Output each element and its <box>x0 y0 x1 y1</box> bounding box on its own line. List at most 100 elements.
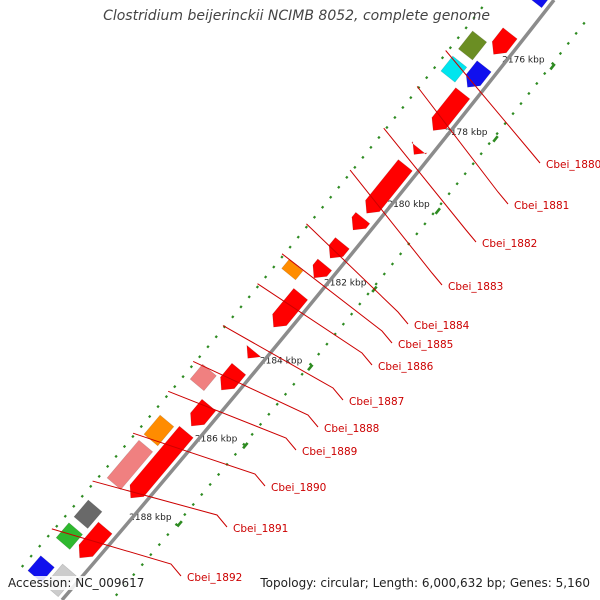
gene-arrow <box>351 211 371 231</box>
kbp-label: 2184 kbp <box>260 356 303 366</box>
track-tick <box>535 81 539 86</box>
track-tick <box>374 282 378 286</box>
track-tick <box>157 542 161 547</box>
gene-label-leaders <box>51 50 541 577</box>
gene-arrow <box>431 87 471 131</box>
track-tick <box>233 452 238 457</box>
track-tick <box>423 222 427 226</box>
gene-label: Cbei_1882 <box>482 238 537 250</box>
track-tick <box>242 442 246 446</box>
track-tick <box>317 352 321 356</box>
track-tick <box>106 464 110 469</box>
track-tick <box>455 182 459 186</box>
track-tick <box>255 285 260 289</box>
track-tick <box>247 295 251 299</box>
label-leader <box>383 127 477 243</box>
track-tick <box>292 382 296 386</box>
gene-label: Cbei_1885 <box>398 339 453 351</box>
gene-label: Cbei_1892 <box>187 572 242 584</box>
track-tick <box>566 41 570 46</box>
track-tick <box>312 215 317 219</box>
gene-arrow <box>189 363 217 392</box>
track-tick <box>122 444 127 449</box>
outer-dotted-track <box>114 21 586 597</box>
track-tick <box>174 522 178 527</box>
track-tick <box>440 56 445 60</box>
track-tick <box>401 105 405 110</box>
gene-arrow <box>365 159 413 214</box>
gene-label: Cbei_1890 <box>271 482 326 494</box>
track-tick <box>272 265 276 269</box>
track-tick <box>447 192 451 196</box>
track-tick <box>300 372 304 376</box>
track-tick <box>280 255 284 259</box>
track-tick <box>487 142 491 146</box>
accession-text: Accession: NC_009617 <box>6 576 147 590</box>
kbp-labels: 2176 kbp 2178 kbp 2180 kbp 2182 kbp 2184 kbp… <box>129 56 556 528</box>
track-tick <box>156 404 160 409</box>
track-tick <box>511 111 515 116</box>
track-tick <box>358 302 362 306</box>
track-tick <box>173 385 177 389</box>
track-tick <box>198 355 202 359</box>
track-tick <box>415 232 419 236</box>
track-tick <box>63 514 67 518</box>
gene-labels: Cbei_1880 Cbei_1881 Cbei_1882 Cbei_1883 Cbei… <box>187 159 600 584</box>
inner-dotted-track <box>20 6 484 568</box>
track-tick <box>114 454 118 459</box>
track-tick <box>132 573 136 577</box>
track-tick <box>325 342 329 346</box>
track-tick <box>20 564 25 568</box>
backbone-circle <box>60 0 556 600</box>
track-tick <box>377 135 381 140</box>
track-tick <box>89 484 93 488</box>
kbp-tick <box>549 63 556 71</box>
track-tick <box>337 185 341 189</box>
kbp-tick <box>492 135 499 143</box>
track-tick <box>361 155 365 160</box>
track-tick <box>574 31 578 36</box>
label-leader <box>92 480 228 528</box>
track-tick <box>189 365 193 369</box>
kbp-tick <box>176 520 183 528</box>
track-tick <box>550 61 555 66</box>
kbp-label: 2176 kbp <box>502 56 545 66</box>
track-tick <box>139 424 143 429</box>
track-tick <box>148 414 152 419</box>
gene-label: Cbei_1883 <box>448 281 503 293</box>
track-tick <box>263 275 268 279</box>
track-tick <box>206 345 210 349</box>
inner-strand-genes <box>27 30 488 583</box>
track-tick <box>432 66 437 70</box>
track-tick <box>448 46 452 50</box>
label-leader <box>281 253 393 344</box>
track-tick <box>46 534 50 538</box>
track-tick <box>29 554 33 558</box>
gene-label: Cbei_1886 <box>378 361 434 373</box>
track-tick <box>283 392 288 396</box>
track-tick <box>250 432 254 436</box>
track-tick <box>519 101 523 106</box>
label-leader <box>445 50 541 164</box>
gene-arrow <box>312 258 333 279</box>
track-tick <box>38 544 42 548</box>
track-tick <box>439 202 443 206</box>
track-tick <box>398 252 403 256</box>
kbp-tick <box>242 442 249 450</box>
track-tick <box>149 552 153 557</box>
gene-arrow <box>220 362 247 391</box>
track-tick <box>329 195 333 199</box>
track-tick <box>393 115 397 120</box>
kbp-label: 2186 kbp <box>195 435 238 445</box>
track-tick <box>385 125 389 130</box>
gene-arrow <box>78 521 113 559</box>
track-tick <box>382 272 386 276</box>
track-tick <box>216 472 221 477</box>
track-tick <box>345 175 349 179</box>
track-tick <box>166 532 170 537</box>
track-tick <box>390 262 395 266</box>
track-tick <box>80 494 84 498</box>
gene-arrow <box>143 414 175 447</box>
track-tick <box>425 76 429 80</box>
gene-label: Cbei_1884 <box>414 320 470 332</box>
